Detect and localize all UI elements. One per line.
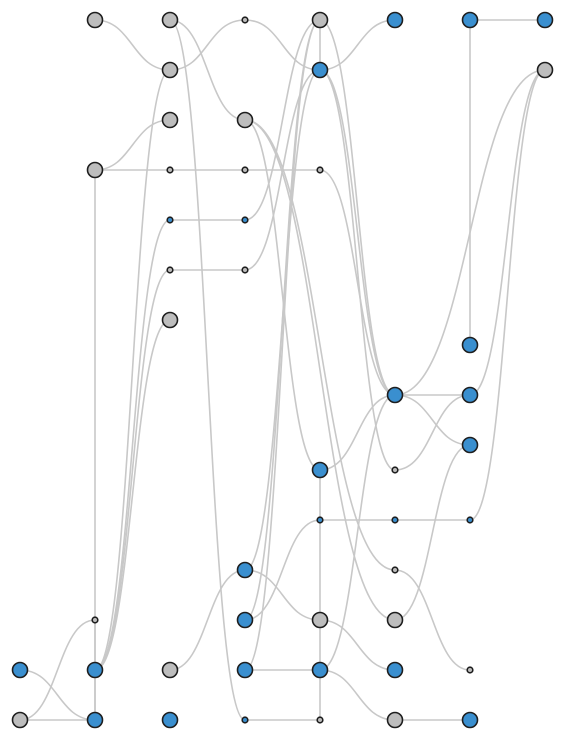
- edge-n11-n13: [94, 119, 171, 171]
- edge-n2-n47: [169, 19, 246, 721]
- node-n22[interactable]: [461, 336, 479, 354]
- node-n50[interactable]: [461, 711, 479, 729]
- node-n40[interactable]: [236, 661, 254, 679]
- edge-n36-n25: [394, 444, 471, 621]
- edge-n1-n8: [94, 19, 171, 71]
- edge-n9-n23: [319, 69, 396, 396]
- node-n15[interactable]: [241, 166, 249, 174]
- edge-n28-n34: [244, 519, 321, 621]
- node-n38[interactable]: [86, 661, 104, 679]
- node-n43[interactable]: [466, 666, 474, 674]
- node-n23[interactable]: [386, 386, 404, 404]
- edge-n35-n42: [319, 619, 396, 671]
- node-n11[interactable]: [161, 111, 179, 129]
- node-n6[interactable]: [461, 11, 479, 29]
- edge-n33-n44: [19, 619, 96, 721]
- edge-n32-n43: [394, 569, 471, 671]
- node-n7[interactable]: [536, 11, 554, 29]
- edge-n10-n30: [469, 69, 546, 521]
- node-n20[interactable]: [241, 266, 249, 274]
- edge-n19-n38: [94, 269, 171, 671]
- node-n27[interactable]: [391, 466, 399, 474]
- node-n18[interactable]: [241, 216, 249, 224]
- node-n39[interactable]: [161, 661, 179, 679]
- node-n35[interactable]: [311, 611, 329, 629]
- edge-n41-n49: [319, 669, 396, 721]
- node-n48[interactable]: [316, 716, 324, 724]
- node-n45[interactable]: [86, 711, 104, 729]
- node-n8[interactable]: [161, 61, 179, 79]
- edge-n4-n23: [319, 19, 396, 396]
- node-n41[interactable]: [311, 661, 329, 679]
- node-n46[interactable]: [161, 711, 179, 729]
- node-n21[interactable]: [161, 311, 179, 329]
- edge-n20-n9: [244, 69, 321, 271]
- node-n5[interactable]: [386, 11, 404, 29]
- node-n24[interactable]: [461, 386, 479, 404]
- edge-n26-n23: [319, 394, 396, 471]
- edge-n23-n41: [319, 394, 396, 671]
- edge-n40-n4: [244, 19, 321, 671]
- node-n29[interactable]: [391, 516, 399, 524]
- node-n3[interactable]: [241, 16, 249, 24]
- node-n26[interactable]: [311, 461, 329, 479]
- edge-n8-n38: [94, 69, 171, 671]
- node-n13[interactable]: [86, 161, 104, 179]
- node-n36[interactable]: [386, 611, 404, 629]
- edge-n37-n45: [19, 669, 96, 721]
- node-n12[interactable]: [236, 111, 254, 129]
- node-n9[interactable]: [311, 61, 329, 79]
- edge-n18-n4: [244, 19, 321, 221]
- node-n44[interactable]: [11, 711, 29, 729]
- node-n1[interactable]: [86, 11, 104, 29]
- node-n30[interactable]: [466, 516, 474, 524]
- edge-n34-n4: [244, 19, 321, 621]
- edge-n10-n23: [394, 69, 546, 396]
- node-n47[interactable]: [241, 716, 249, 724]
- edge-n24-n10: [469, 69, 546, 396]
- node-n31[interactable]: [236, 561, 254, 579]
- node-n10[interactable]: [536, 61, 554, 79]
- edge-n12-n36: [244, 119, 396, 621]
- edge-n16-n23: [319, 169, 396, 396]
- edge-n31-n35: [244, 569, 321, 621]
- node-n14[interactable]: [166, 166, 174, 174]
- node-n4[interactable]: [311, 11, 329, 29]
- node-n42[interactable]: [386, 661, 404, 679]
- node-n28[interactable]: [316, 516, 324, 524]
- edges-layer: [19, 19, 546, 721]
- node-n2[interactable]: [161, 11, 179, 29]
- edge-n5-n9: [319, 19, 396, 71]
- edge-n27-n24: [394, 394, 471, 471]
- edge-n3-n9: [244, 19, 321, 71]
- edge-n3-n8: [169, 19, 246, 71]
- node-n32[interactable]: [391, 566, 399, 574]
- node-n34[interactable]: [236, 611, 254, 629]
- node-n19[interactable]: [166, 266, 174, 274]
- edge-n12-n32: [244, 119, 396, 571]
- edge-n2-n12: [169, 19, 246, 121]
- edge-n21-n38: [94, 319, 171, 671]
- node-n16[interactable]: [316, 166, 324, 174]
- node-n37[interactable]: [11, 661, 29, 679]
- node-n17[interactable]: [166, 216, 174, 224]
- node-n49[interactable]: [386, 711, 404, 729]
- node-n25[interactable]: [461, 436, 479, 454]
- edge-n23-n25: [394, 394, 471, 446]
- edge-n12-n26: [244, 119, 321, 471]
- nodes-layer: [11, 11, 554, 729]
- node-n33[interactable]: [91, 616, 99, 624]
- edge-n9-n27: [319, 69, 396, 471]
- edge-n17-n38: [94, 219, 171, 671]
- edge-n39-n31: [169, 569, 246, 671]
